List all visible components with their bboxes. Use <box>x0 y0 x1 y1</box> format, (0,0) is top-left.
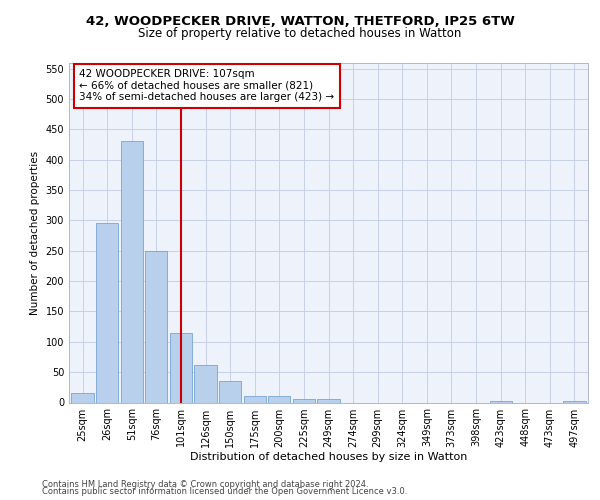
Bar <box>121 142 143 402</box>
Y-axis label: Number of detached properties: Number of detached properties <box>30 150 40 314</box>
Bar <box>490 400 512 402</box>
Bar <box>170 332 192 402</box>
Bar <box>317 400 340 402</box>
Bar <box>268 396 290 402</box>
Bar <box>96 224 118 402</box>
Bar <box>563 400 586 402</box>
Text: Contains HM Land Registry data © Crown copyright and database right 2024.: Contains HM Land Registry data © Crown c… <box>42 480 368 489</box>
Text: 42 WOODPECKER DRIVE: 107sqm
← 66% of detached houses are smaller (821)
34% of se: 42 WOODPECKER DRIVE: 107sqm ← 66% of det… <box>79 70 335 102</box>
Bar <box>194 365 217 403</box>
X-axis label: Distribution of detached houses by size in Watton: Distribution of detached houses by size … <box>190 452 467 462</box>
Text: Contains public sector information licensed under the Open Government Licence v3: Contains public sector information licen… <box>42 488 407 496</box>
Bar <box>293 400 315 402</box>
Text: Size of property relative to detached houses in Watton: Size of property relative to detached ho… <box>139 28 461 40</box>
Bar <box>219 381 241 402</box>
Text: 42, WOODPECKER DRIVE, WATTON, THETFORD, IP25 6TW: 42, WOODPECKER DRIVE, WATTON, THETFORD, … <box>86 15 514 28</box>
Bar <box>145 250 167 402</box>
Bar <box>71 394 94 402</box>
Bar <box>244 396 266 402</box>
